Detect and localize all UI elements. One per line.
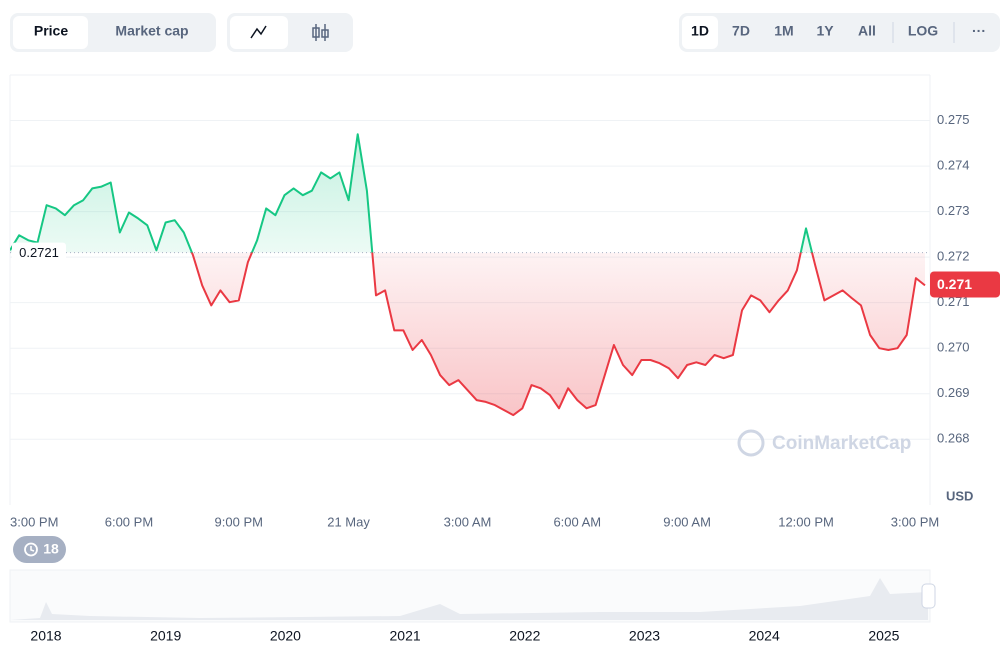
- navigator-year: 2020: [270, 628, 301, 644]
- x-tick-label: 9:00 AM: [663, 514, 711, 529]
- navigator-handle[interactable]: [921, 583, 936, 609]
- watermark: CoinMarketCap: [772, 433, 911, 454]
- range-button[interactable]: 1Y: [816, 23, 834, 39]
- area: [10, 134, 925, 416]
- y-tick-label: 0.272: [937, 249, 970, 264]
- range-group: [679, 13, 1000, 52]
- reference-label-bg: [12, 242, 66, 263]
- log-button[interactable]: LOG: [908, 23, 938, 39]
- reference-label: 0.2721: [19, 245, 59, 260]
- x-tick-label: 21 May: [327, 514, 370, 529]
- navigator-year: 2021: [390, 628, 421, 644]
- price-tag: [930, 271, 1000, 298]
- y-tick-label: 0.274: [937, 158, 970, 173]
- y-tick-label: 0.273: [937, 203, 970, 218]
- x-tick-label: 6:00 AM: [553, 514, 601, 529]
- navigator-year: 2018: [30, 628, 61, 644]
- line-icon: [250, 25, 267, 39]
- y-tick-label: 0.269: [937, 385, 970, 400]
- tab-market-cap[interactable]: Market cap: [115, 23, 188, 39]
- candle-type-button[interactable]: [312, 24, 329, 41]
- more-button[interactable]: ···: [972, 23, 986, 39]
- badge-count: 18: [43, 541, 59, 557]
- watermark-logo: [737, 429, 765, 457]
- navigator-year: 2025: [868, 628, 899, 644]
- x-tick-label: 3:00 PM: [10, 514, 58, 529]
- y-tick-label: 0.271: [937, 294, 970, 309]
- navigator-year: 2023: [629, 628, 660, 644]
- y-unit: USD: [946, 488, 973, 503]
- badge-icon: [24, 542, 38, 557]
- y-tick-label: 0.275: [937, 112, 970, 127]
- x-tick-label: 9:00 PM: [215, 514, 263, 529]
- navigator-year: 2022: [509, 628, 540, 644]
- tab-selected-bg: [13, 16, 88, 49]
- y-tick-label: 0.268: [937, 431, 970, 446]
- badge[interactable]: [13, 536, 66, 563]
- navigator-shape: [10, 578, 928, 620]
- x-tick-label: 3:00 PM: [891, 514, 939, 529]
- range-button[interactable]: 1D: [691, 23, 709, 39]
- x-tick-label: 12:00 PM: [778, 514, 834, 529]
- badge-icon: [30, 546, 35, 552]
- range-button[interactable]: 7D: [732, 23, 750, 39]
- range-button[interactable]: All: [858, 23, 876, 39]
- x-tick-label: 3:00 AM: [444, 514, 492, 529]
- tab-price[interactable]: Price: [34, 23, 68, 39]
- navigator-year: 2019: [150, 628, 181, 644]
- y-tick-label: 0.270: [937, 340, 970, 355]
- navigator-year: 2024: [749, 628, 780, 644]
- price-tag-label: 0.271: [937, 276, 972, 292]
- price-line: [10, 133, 926, 417]
- range-button[interactable]: 1M: [774, 23, 793, 39]
- x-tick-label: 6:00 PM: [105, 514, 153, 529]
- range-selected-bg: [682, 16, 718, 49]
